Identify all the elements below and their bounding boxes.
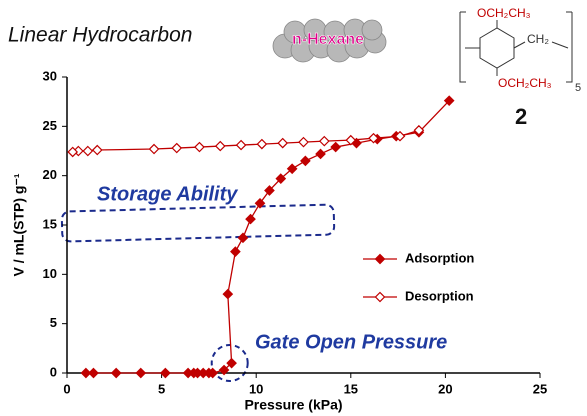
data-point [320,137,329,146]
data-point [278,139,287,148]
data-point [237,141,246,150]
structure-bridge: CH₂ [527,32,549,46]
legend-label: Adsorption [405,250,474,265]
structure-repeat: 5 [575,82,581,94]
chart-title: Linear Hydrocarbon [8,24,192,47]
chart: Linear Hydrocarbon n-Hexane OCH₂CH₃ CH₂ … [0,0,587,416]
annotation: Gate Open Pressure [255,331,447,353]
data-point [331,143,340,152]
legend-marker [376,255,385,264]
structure: OCH₂CH₃ CH₂ OCH₂CH₃ 5 2 [460,6,581,129]
data-point [89,369,98,378]
data-point [299,138,308,147]
data-point [257,140,266,149]
data-point [216,142,225,151]
x-tick-label: 25 [533,381,547,396]
data-point [172,144,181,153]
y-tick-label: 10 [43,266,57,281]
data-point [83,147,92,156]
x-tick-label: 5 [158,381,165,396]
data-point [150,145,159,154]
data-point [238,233,247,242]
data-point [246,215,255,224]
legend-label: Desorption [405,288,474,303]
data-point [136,369,145,378]
x-tick-label: 15 [344,381,358,396]
y-tick-label: 30 [43,68,57,83]
y-tick-label: 25 [43,118,57,133]
compound-number: 2 [515,104,527,129]
x-tick-label: 20 [438,381,452,396]
structure-top: OCH₂CH₃ [477,6,531,20]
y-tick-label: 15 [43,216,57,231]
storage-box [62,204,335,241]
x-tick-label: 0 [63,381,70,396]
data-point [161,369,170,378]
y-axis-label: V / mL(STP) g⁻¹ [11,173,27,276]
x-axis-label: Pressure (kPa) [244,397,342,413]
data-point [112,369,121,378]
data-point [316,149,325,158]
y-tick-label: 20 [43,167,57,182]
annotation: Storage Ability [97,183,238,205]
molecule-label: n-Hexane [292,31,364,48]
y-tick-label: 5 [50,315,57,330]
hexane-model: n-Hexane [273,19,386,62]
structure-bottom: OCH₂CH₃ [498,76,552,90]
x-tick-label: 10 [249,381,263,396]
data-point [195,143,204,152]
data-point [93,146,102,155]
data-point [223,290,232,299]
data-point [301,156,310,165]
y-tick-label: 0 [50,364,57,379]
data-point [231,247,240,256]
legend-marker [376,293,385,302]
